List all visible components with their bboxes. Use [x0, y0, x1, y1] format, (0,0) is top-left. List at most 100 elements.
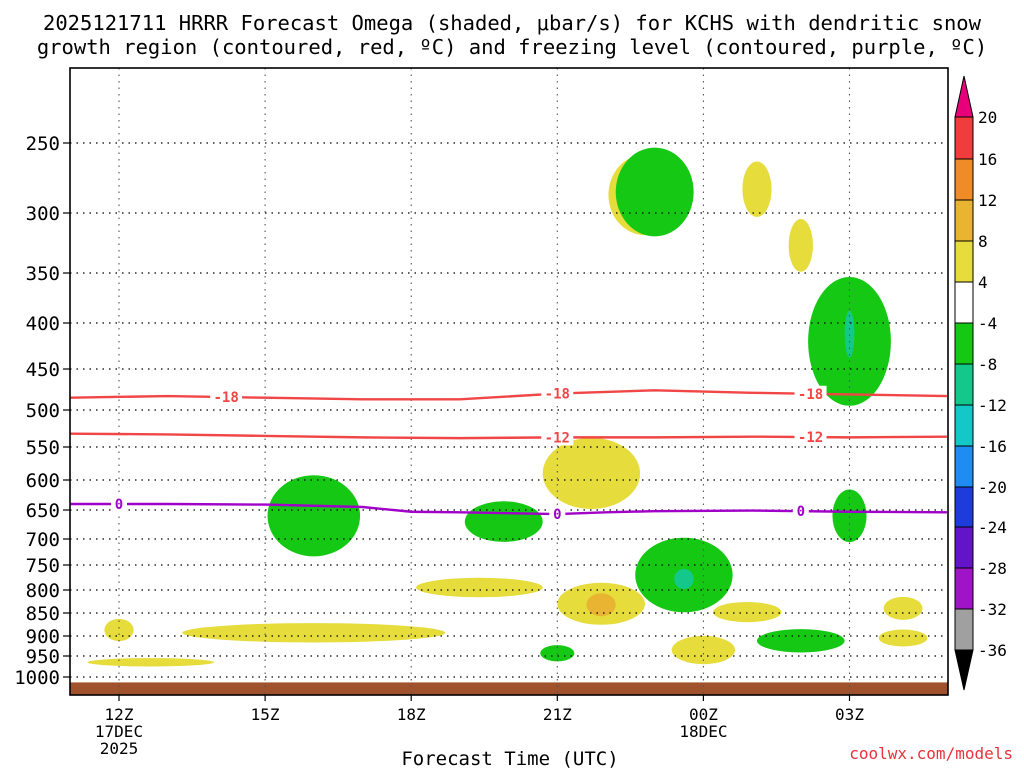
freezing-level-contour-label-bg-2 — [792, 503, 809, 520]
colorbar-swatch-2 — [954, 199, 974, 242]
colorbar-swatch-10 — [954, 526, 974, 569]
y-tick-label-650: 650 — [26, 500, 60, 522]
axes: 2503003504004505005506006507007508008509… — [14, 67, 949, 758]
dgz-contour--18-label-0: -18 — [213, 390, 238, 406]
y-tick-label-950: 950 — [26, 646, 60, 668]
colorbar-swatch-1 — [954, 158, 974, 201]
dgz-contour--18-label-bg-2 — [794, 385, 827, 402]
omega-region-4-6 — [542, 437, 641, 509]
colorbar-label-4: 4 — [978, 273, 988, 292]
y-tick-label-850: 850 — [26, 603, 60, 625]
y-tick-label-450: 450 — [26, 359, 60, 381]
x-tick-label-03Z: 03Z — [835, 705, 864, 724]
freezing-level-contour — [70, 502, 947, 516]
omega-region-4-2 — [788, 219, 813, 272]
omega-region--4-8 — [464, 501, 543, 542]
x-tick-label-00Z: 00Z — [689, 705, 718, 724]
colorbar-label-8: 8 — [978, 232, 988, 251]
x-axis-label: Forecast Time (UTC) — [401, 748, 618, 768]
colorbar-swatch-4 — [954, 281, 974, 324]
colorbar-swatch-8 — [954, 445, 974, 488]
y-tick-label-250: 250 — [26, 133, 60, 155]
colorbar-swatch-3 — [954, 240, 974, 283]
omega-region-4-1 — [742, 161, 772, 217]
omega-region--4-7 — [267, 475, 361, 557]
freezing-level-contour-label-1: 0 — [553, 507, 561, 523]
y-tick-label-400: 400 — [26, 313, 60, 335]
x-tick-date-00Z: 18DEC — [679, 722, 727, 741]
omega-region-4-17 — [182, 623, 446, 643]
plot-frame — [69, 67, 949, 696]
chart-title-line-1: 2025121711 HRRR Forecast Omega (shaded, … — [43, 11, 982, 35]
omega-region-4-15 — [713, 601, 782, 623]
colorbar-label--28: -28 — [978, 559, 1007, 578]
omega-region--4-20 — [756, 629, 845, 653]
y-tick-label-550: 550 — [26, 437, 60, 459]
colorbar-bottom-arrow — [954, 649, 974, 691]
colorbar-label--4: -4 — [978, 314, 997, 333]
colorbar-label-20: 20 — [978, 108, 997, 127]
omega-region-4-19 — [878, 629, 928, 647]
omega-region--8-5 — [844, 310, 855, 358]
colorbar-swatch-7 — [954, 404, 974, 447]
x-tick-label-18Z: 18Z — [397, 705, 426, 724]
x-tick-label-21Z: 21Z — [543, 705, 572, 724]
x-tick-year-12Z: 2025 — [100, 739, 139, 758]
dgz-contour--12-label-1: -12 — [798, 430, 823, 446]
freezing-level-contour-label-2: 0 — [797, 504, 805, 520]
omega-region-4-23 — [87, 658, 214, 667]
colorbar-label-16: 16 — [978, 150, 997, 169]
dgz-contour--12-label-bg-1 — [794, 429, 827, 446]
omega-region-4-18 — [104, 618, 134, 642]
y-tick-label-350: 350 — [26, 263, 60, 285]
y-tick-label-300: 300 — [26, 203, 60, 225]
dgz-contour--12-label-0: -12 — [545, 430, 570, 446]
freezing-level-contour-label-0: 0 — [115, 497, 123, 513]
y-tick-label-500: 500 — [26, 400, 60, 422]
colorbar-label--36: -36 — [978, 641, 1007, 660]
chart-title-line-2: growth region (contoured, red, ºC) and f… — [37, 35, 987, 59]
colorbar-swatch-12 — [954, 608, 974, 651]
x-tick-date-12Z: 17DEC — [95, 722, 143, 741]
omega-region-4-12 — [416, 577, 543, 598]
credit-text: coolwx.com/models — [849, 744, 1013, 763]
colorbar-label--8: -8 — [978, 355, 997, 374]
colorbar-label--20: -20 — [978, 478, 1007, 497]
colorbar: 20 16 12 8 4 -4 -8 -12 -16 -20 -24 -28 -32 -36 — [954, 75, 1007, 691]
x-tick-label-15Z: 15Z — [251, 705, 280, 724]
plot-content: -18 -18 -18 -12 -12 0 0 0 — [70, 68, 948, 695]
omega-region-4-21 — [671, 635, 736, 665]
colorbar-swatch-6 — [954, 363, 974, 406]
colorbar-swatch-0 — [954, 116, 974, 160]
colorbar-swatch-5 — [954, 322, 974, 365]
colorbar-swatch-9 — [954, 486, 974, 528]
omega-region-4-16 — [883, 596, 923, 620]
colorbar-label--12: -12 — [978, 396, 1007, 415]
x-tick-label-12Z: 12Z — [105, 705, 134, 724]
dgz-contour--12-label-bg-0 — [541, 429, 574, 446]
plot-area: -18 -18 -18 -12 -12 0 0 0 — [70, 68, 948, 695]
colorbar-swatch-11 — [954, 567, 974, 610]
dgz-contour--18-label-1: -18 — [545, 387, 570, 403]
y-tick-label-1000: 1000 — [14, 667, 60, 689]
omega-region--8-11 — [674, 569, 694, 589]
dgz-contour--18-label-2: -18 — [798, 387, 823, 403]
freezing-level-contour-label-bg-1 — [549, 506, 566, 523]
ground-strip — [70, 682, 948, 695]
colorbar-top-arrow — [954, 75, 974, 118]
y-tick-label-800: 800 — [26, 580, 60, 602]
colorbar-label--32: -32 — [978, 600, 1007, 619]
omega-region-8-14 — [586, 593, 616, 617]
omega-region--4-3 — [615, 147, 694, 237]
y-tick-label-900: 900 — [26, 626, 60, 648]
colorbar-label--24: -24 — [978, 518, 1007, 537]
colorbar-label-12: 12 — [978, 191, 997, 210]
freezing-level-contour-label-bg-0 — [111, 496, 127, 512]
colorbar-label--16: -16 — [978, 437, 1007, 456]
y-tick-label-600: 600 — [26, 470, 60, 492]
dgz-contour--18-label-bg-1 — [541, 385, 574, 402]
y-tick-label-700: 700 — [26, 529, 60, 551]
omega-region--4-9 — [832, 489, 867, 543]
y-tick-label-750: 750 — [26, 555, 60, 577]
